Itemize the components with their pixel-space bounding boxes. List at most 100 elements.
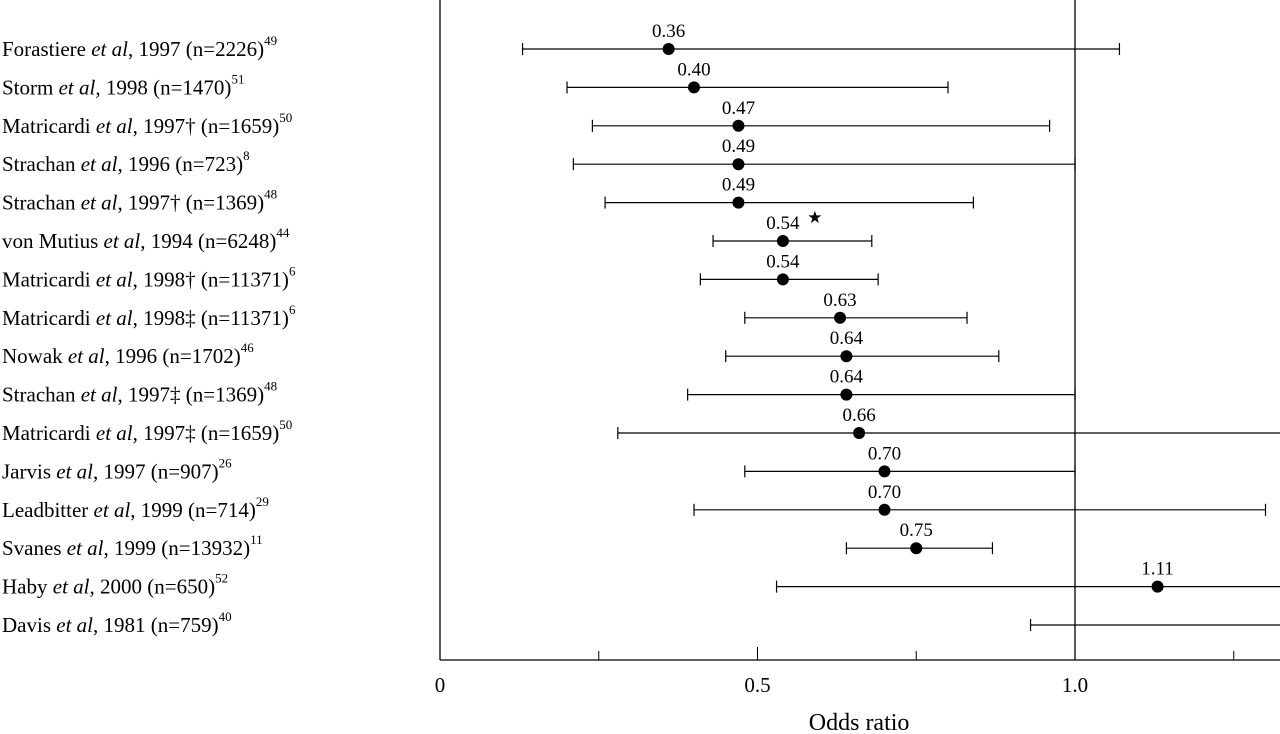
study-author: Haby [2, 575, 48, 599]
odds-ratio-point [834, 311, 847, 324]
study-reference: 46 [241, 340, 255, 355]
odds-ratio-label: 0.54 [766, 251, 800, 272]
odds-ratio-point [910, 542, 923, 555]
odds-ratio-label: 0.70 [868, 482, 901, 503]
odds-ratio-point [878, 465, 891, 478]
study-details: , 2000 (n=650) [90, 575, 216, 599]
study-label: Strachan et al, 1996 (n=723)8 [2, 148, 250, 176]
study-reference: 8 [243, 148, 250, 163]
study-row: Strachan et al, 1997† (n=1369)48 0.49 [2, 175, 975, 215]
odds-ratio-point [853, 427, 866, 439]
odds-ratio-label: 1.11 [1141, 559, 1174, 580]
study-label: Strachan et al, 1997‡ (n=1369)48 [2, 379, 277, 407]
study-reference: 50 [279, 110, 292, 125]
study-row: Svanes et al, 1999 (n=13932)11 0.75 [2, 520, 994, 560]
study-author: Strachan [2, 191, 76, 215]
study-author: Matricardi [2, 421, 91, 445]
odds-ratio-label: 0.64 [830, 328, 864, 349]
study-details: , 1996 (n=1702) [105, 344, 241, 368]
study-reference: 44 [276, 225, 290, 240]
study-row: Matricardi et al, 1997† (n=1659)50 0.47 [2, 98, 1051, 138]
study-details: , 1997† (n=1369) [117, 191, 264, 215]
study-et-al: et al [63, 344, 105, 368]
odds-ratio-label: 0.70 [868, 443, 901, 464]
x-tick-label: 0 [435, 673, 446, 697]
study-details: , 1994 (n=6248) [140, 229, 276, 253]
odds-ratio-label: 0.66 [842, 405, 875, 426]
study-author: von Mutius [2, 229, 98, 253]
study-author: Jarvis [2, 459, 51, 483]
study-label: Leadbitter et al, 1999 (n=714)29 [2, 494, 269, 522]
study-reference: 6 [289, 302, 296, 317]
study-row: Strachan et al, 1997‡ (n=1369)48 0.64 [2, 367, 1076, 407]
study-rows: Forastiere et al, 1997 (n=2226)49 0.36Sto… [2, 21, 1280, 637]
study-details: , 1996 (n=723) [117, 152, 243, 176]
study-et-al: et al [51, 459, 93, 483]
study-label: Matricardi et al, 1997‡ (n=1659)50 [2, 417, 292, 445]
odds-ratio-point [688, 81, 700, 94]
star-icon: ★ [807, 208, 822, 227]
study-reference: 48 [264, 187, 277, 202]
study-author: Leadbitter [2, 498, 88, 522]
study-et-al: et al [98, 229, 140, 253]
study-label: Forastiere et al, 1997 (n=2226)49 [2, 33, 277, 61]
study-et-al: et al [91, 267, 133, 291]
study-label: Strachan et al, 1997† (n=1369)48 [2, 187, 277, 215]
study-author: Matricardi [2, 306, 91, 330]
study-details: , 1997 (n=907) [93, 459, 219, 483]
x-tick-label: 1.0 [1062, 673, 1088, 697]
study-row: Forastiere et al, 1997 (n=2226)49 0.36 [2, 21, 1121, 61]
odds-ratio-point [776, 235, 789, 247]
study-details: , 1999 (n=13932) [104, 536, 251, 560]
x-axis-title: Odds ratio [809, 710, 910, 734]
study-row: Matricardi et al, 1998‡ (n=11371)6 0.63 [2, 290, 968, 330]
study-author: Storm [2, 75, 53, 99]
odds-ratio-point [840, 388, 853, 401]
study-reference: 49 [264, 33, 277, 48]
study-details: , 1999 (n=714) [130, 498, 256, 522]
odds-ratio-label: 0.40 [677, 59, 710, 80]
study-et-al: et al [62, 536, 104, 560]
study-label: von Mutius et al, 1994 (n=6248)44 [2, 225, 290, 253]
study-et-al: et al [91, 114, 133, 138]
study-author: Davis [2, 613, 51, 637]
study-reference: 6 [289, 263, 296, 278]
study-details: , 1997‡ (n=1369) [117, 383, 264, 407]
study-label: Jarvis et al, 1997 (n=907)26 [2, 455, 232, 483]
study-reference: 29 [256, 494, 269, 509]
study-author: Strachan [2, 383, 76, 407]
study-author: Strachan [2, 152, 76, 176]
odds-ratio-point [878, 503, 891, 516]
study-author: Svanes [2, 536, 62, 560]
study-details: , 1997‡ (n=1659) [133, 421, 280, 445]
study-row: Storm et al, 1998 (n=1470)51 0.40 [2, 59, 949, 99]
study-details: , 1981 (n=759) [93, 613, 219, 637]
odds-ratio-point [1151, 580, 1164, 593]
study-row: Matricardi et al, 1998† (n=11371)6 0.54 [2, 251, 879, 291]
odds-ratio-point [776, 273, 789, 286]
study-reference: 26 [219, 455, 233, 470]
study-label: Matricardi et al, 1998† (n=11371)6 [2, 263, 296, 291]
odds-ratio-label: 0.47 [722, 98, 755, 119]
plot-frame [439, 0, 1280, 661]
odds-ratio-label: 0.36 [652, 21, 685, 42]
study-details: , 1998 (n=1470) [95, 75, 231, 99]
study-author: Nowak [2, 344, 63, 368]
odds-ratio-label: 0.49 [722, 175, 755, 196]
study-et-al: et al [48, 575, 90, 599]
study-et-al: et al [86, 37, 128, 61]
study-reference: 40 [219, 609, 232, 624]
study-details: , 1997 (n=2226) [128, 37, 264, 61]
study-et-al: et al [75, 191, 117, 215]
study-label: Matricardi et al, 1998‡ (n=11371)6 [2, 302, 296, 330]
study-et-al: et al [51, 613, 93, 637]
x-tick-label: 0.5 [744, 673, 770, 697]
study-author: Matricardi [2, 114, 91, 138]
study-et-al: et al [91, 306, 133, 330]
study-et-al: et al [91, 421, 133, 445]
study-label: Matricardi et al, 1997† (n=1659)50 [2, 110, 292, 138]
study-row: Jarvis et al, 1997 (n=907)26 0.70 [2, 443, 1076, 483]
study-author: Forastiere [2, 37, 86, 61]
odds-ratio-point [732, 158, 745, 171]
